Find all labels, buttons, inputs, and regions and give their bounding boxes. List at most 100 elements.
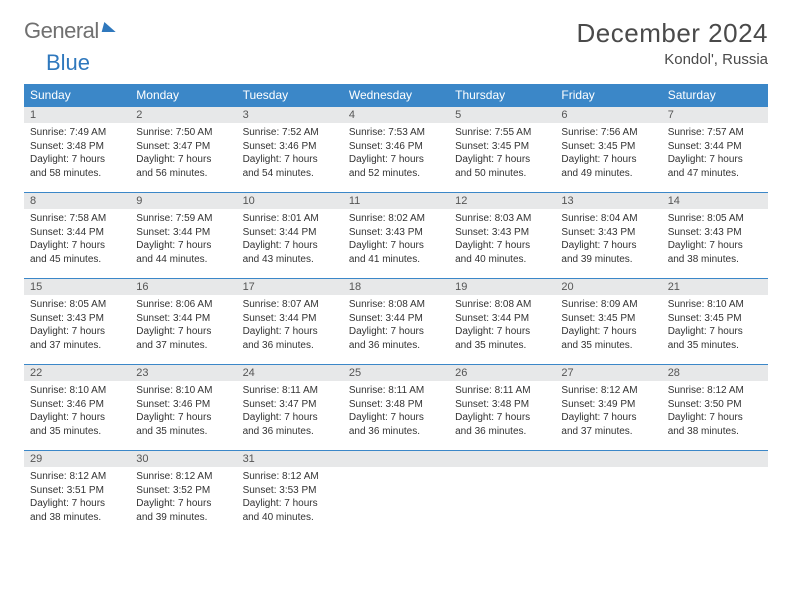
empty-daynum	[343, 451, 449, 467]
calendar-table: SundayMondayTuesdayWednesdayThursdayFrid…	[24, 84, 768, 537]
day-details: Sunrise: 8:11 AMSunset: 3:47 PMDaylight:…	[237, 381, 343, 442]
day-details: Sunrise: 8:06 AMSunset: 3:44 PMDaylight:…	[130, 295, 236, 356]
weekday-header: Monday	[130, 84, 236, 107]
empty-cell	[343, 451, 449, 537]
brand-logo: General	[24, 18, 117, 44]
day-number: 24	[237, 365, 343, 381]
weekday-header: Wednesday	[343, 84, 449, 107]
day-details: Sunrise: 8:11 AMSunset: 3:48 PMDaylight:…	[343, 381, 449, 442]
day-details: Sunrise: 7:49 AMSunset: 3:48 PMDaylight:…	[24, 123, 130, 184]
day-number: 6	[555, 107, 661, 123]
calendar-row: 15Sunrise: 8:05 AMSunset: 3:43 PMDayligh…	[24, 279, 768, 365]
day-number: 29	[24, 451, 130, 467]
day-details: Sunrise: 7:55 AMSunset: 3:45 PMDaylight:…	[449, 123, 555, 184]
brand-part2: Blue	[46, 50, 90, 75]
day-cell: 8Sunrise: 7:58 AMSunset: 3:44 PMDaylight…	[24, 193, 130, 279]
calendar-page: General December 2024 Kondol', Russia Bl…	[0, 0, 792, 555]
day-cell: 23Sunrise: 8:10 AMSunset: 3:46 PMDayligh…	[130, 365, 236, 451]
day-cell: 5Sunrise: 7:55 AMSunset: 3:45 PMDaylight…	[449, 107, 555, 193]
day-number: 15	[24, 279, 130, 295]
day-details: Sunrise: 8:04 AMSunset: 3:43 PMDaylight:…	[555, 209, 661, 270]
day-cell: 15Sunrise: 8:05 AMSunset: 3:43 PMDayligh…	[24, 279, 130, 365]
empty-cell	[555, 451, 661, 537]
day-number: 7	[662, 107, 768, 123]
day-cell: 19Sunrise: 8:08 AMSunset: 3:44 PMDayligh…	[449, 279, 555, 365]
day-cell: 30Sunrise: 8:12 AMSunset: 3:52 PMDayligh…	[130, 451, 236, 537]
day-number: 12	[449, 193, 555, 209]
empty-cell	[449, 451, 555, 537]
day-cell: 17Sunrise: 8:07 AMSunset: 3:44 PMDayligh…	[237, 279, 343, 365]
day-details: Sunrise: 7:58 AMSunset: 3:44 PMDaylight:…	[24, 209, 130, 270]
day-number: 11	[343, 193, 449, 209]
day-cell: 28Sunrise: 8:12 AMSunset: 3:50 PMDayligh…	[662, 365, 768, 451]
day-cell: 25Sunrise: 8:11 AMSunset: 3:48 PMDayligh…	[343, 365, 449, 451]
day-cell: 24Sunrise: 8:11 AMSunset: 3:47 PMDayligh…	[237, 365, 343, 451]
day-cell: 18Sunrise: 8:08 AMSunset: 3:44 PMDayligh…	[343, 279, 449, 365]
day-cell: 13Sunrise: 8:04 AMSunset: 3:43 PMDayligh…	[555, 193, 661, 279]
brand-triangle-icon	[101, 22, 118, 32]
day-details: Sunrise: 7:57 AMSunset: 3:44 PMDaylight:…	[662, 123, 768, 184]
day-number: 13	[555, 193, 661, 209]
day-details: Sunrise: 8:10 AMSunset: 3:45 PMDaylight:…	[662, 295, 768, 356]
day-cell: 26Sunrise: 8:11 AMSunset: 3:48 PMDayligh…	[449, 365, 555, 451]
location: Kondol', Russia	[577, 51, 769, 68]
day-details: Sunrise: 8:10 AMSunset: 3:46 PMDaylight:…	[130, 381, 236, 442]
month-title: December 2024	[577, 18, 769, 49]
calendar-row: 1Sunrise: 7:49 AMSunset: 3:48 PMDaylight…	[24, 107, 768, 193]
day-details: Sunrise: 8:08 AMSunset: 3:44 PMDaylight:…	[343, 295, 449, 356]
day-cell: 21Sunrise: 8:10 AMSunset: 3:45 PMDayligh…	[662, 279, 768, 365]
weekday-header: Tuesday	[237, 84, 343, 107]
day-number: 5	[449, 107, 555, 123]
calendar-row: 8Sunrise: 7:58 AMSunset: 3:44 PMDaylight…	[24, 193, 768, 279]
day-details: Sunrise: 8:12 AMSunset: 3:52 PMDaylight:…	[130, 467, 236, 528]
day-details: Sunrise: 7:52 AMSunset: 3:46 PMDaylight:…	[237, 123, 343, 184]
day-details: Sunrise: 8:12 AMSunset: 3:53 PMDaylight:…	[237, 467, 343, 528]
day-number: 27	[555, 365, 661, 381]
day-number: 21	[662, 279, 768, 295]
day-number: 3	[237, 107, 343, 123]
day-number: 28	[662, 365, 768, 381]
calendar-row: 22Sunrise: 8:10 AMSunset: 3:46 PMDayligh…	[24, 365, 768, 451]
weekday-header: Saturday	[662, 84, 768, 107]
calendar-head: SundayMondayTuesdayWednesdayThursdayFrid…	[24, 84, 768, 107]
day-number: 2	[130, 107, 236, 123]
day-details: Sunrise: 8:09 AMSunset: 3:45 PMDaylight:…	[555, 295, 661, 356]
weekday-header: Sunday	[24, 84, 130, 107]
empty-daynum	[662, 451, 768, 467]
day-details: Sunrise: 8:02 AMSunset: 3:43 PMDaylight:…	[343, 209, 449, 270]
weekday-header: Friday	[555, 84, 661, 107]
day-cell: 4Sunrise: 7:53 AMSunset: 3:46 PMDaylight…	[343, 107, 449, 193]
day-number: 19	[449, 279, 555, 295]
day-cell: 9Sunrise: 7:59 AMSunset: 3:44 PMDaylight…	[130, 193, 236, 279]
day-details: Sunrise: 8:03 AMSunset: 3:43 PMDaylight:…	[449, 209, 555, 270]
day-number: 8	[24, 193, 130, 209]
day-details: Sunrise: 8:10 AMSunset: 3:46 PMDaylight:…	[24, 381, 130, 442]
day-details: Sunrise: 8:07 AMSunset: 3:44 PMDaylight:…	[237, 295, 343, 356]
day-details: Sunrise: 8:05 AMSunset: 3:43 PMDaylight:…	[24, 295, 130, 356]
day-cell: 29Sunrise: 8:12 AMSunset: 3:51 PMDayligh…	[24, 451, 130, 537]
weekday-row: SundayMondayTuesdayWednesdayThursdayFrid…	[24, 84, 768, 107]
day-number: 1	[24, 107, 130, 123]
day-cell: 22Sunrise: 8:10 AMSunset: 3:46 PMDayligh…	[24, 365, 130, 451]
day-number: 16	[130, 279, 236, 295]
day-number: 23	[130, 365, 236, 381]
day-cell: 27Sunrise: 8:12 AMSunset: 3:49 PMDayligh…	[555, 365, 661, 451]
day-details: Sunrise: 8:11 AMSunset: 3:48 PMDaylight:…	[449, 381, 555, 442]
day-details: Sunrise: 7:56 AMSunset: 3:45 PMDaylight:…	[555, 123, 661, 184]
title-block: December 2024 Kondol', Russia	[577, 18, 769, 68]
day-number: 10	[237, 193, 343, 209]
day-details: Sunrise: 8:12 AMSunset: 3:50 PMDaylight:…	[662, 381, 768, 442]
day-details: Sunrise: 7:53 AMSunset: 3:46 PMDaylight:…	[343, 123, 449, 184]
empty-daynum	[555, 451, 661, 467]
day-details: Sunrise: 8:01 AMSunset: 3:44 PMDaylight:…	[237, 209, 343, 270]
brand-part1: General	[24, 18, 99, 44]
day-details: Sunrise: 8:12 AMSunset: 3:49 PMDaylight:…	[555, 381, 661, 442]
day-number: 20	[555, 279, 661, 295]
empty-cell	[662, 451, 768, 537]
day-number: 18	[343, 279, 449, 295]
day-details: Sunrise: 7:50 AMSunset: 3:47 PMDaylight:…	[130, 123, 236, 184]
day-number: 17	[237, 279, 343, 295]
day-cell: 12Sunrise: 8:03 AMSunset: 3:43 PMDayligh…	[449, 193, 555, 279]
day-cell: 31Sunrise: 8:12 AMSunset: 3:53 PMDayligh…	[237, 451, 343, 537]
day-number: 14	[662, 193, 768, 209]
